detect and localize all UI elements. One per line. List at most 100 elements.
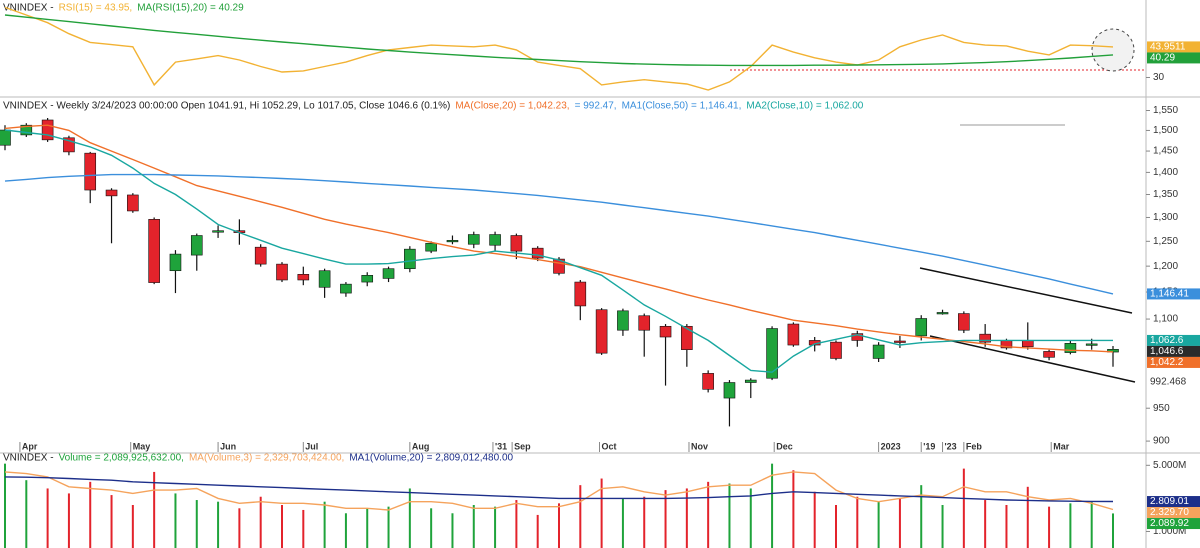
volume-bar xyxy=(600,478,603,548)
candle-body xyxy=(340,283,352,294)
candle-body xyxy=(595,309,608,354)
candle-body xyxy=(148,219,160,283)
x-tick-label: 2023 xyxy=(881,441,901,451)
candle-body xyxy=(361,275,374,283)
candle-body xyxy=(297,274,310,281)
volume-bar xyxy=(707,481,710,548)
candle-body xyxy=(553,258,565,274)
candle-body xyxy=(425,242,437,252)
volume-bar xyxy=(1069,503,1072,548)
volume-bar xyxy=(1005,505,1008,548)
x-tick-label: '23 xyxy=(945,441,957,451)
x-tick-label: Dec xyxy=(776,441,793,451)
candle-body xyxy=(382,268,395,279)
volume-bar xyxy=(984,500,987,548)
candle-body xyxy=(894,340,906,343)
price-tag: 40.29 xyxy=(1150,53,1175,64)
series-line xyxy=(4,6,1114,91)
candle-body xyxy=(84,152,97,191)
price-tag-box xyxy=(1147,334,1200,346)
volume-bar xyxy=(195,500,198,548)
candle-body xyxy=(638,315,651,331)
candle-body xyxy=(105,189,118,197)
candle-body xyxy=(681,325,693,350)
candle-body xyxy=(489,234,501,246)
y-tick-label: 5.000M xyxy=(1153,460,1186,471)
volume-bar xyxy=(515,500,518,548)
volume-bar xyxy=(621,498,624,548)
volume-bar xyxy=(749,488,752,548)
y-tick-label: 1,250 xyxy=(1153,236,1178,247)
candle-body xyxy=(872,344,885,359)
volume-bar xyxy=(558,503,560,548)
volume-bar xyxy=(451,513,454,548)
candle-body xyxy=(744,379,757,383)
candle-body xyxy=(467,234,480,245)
candle-body xyxy=(276,263,288,281)
candle-body xyxy=(531,247,544,259)
volume-bar xyxy=(685,488,688,548)
volume-bar xyxy=(771,463,774,548)
price-tag-box xyxy=(1147,507,1200,519)
volume-bar xyxy=(1090,501,1093,548)
volume-bar xyxy=(494,506,497,548)
candle-body xyxy=(787,323,800,346)
candle-body xyxy=(1043,351,1055,358)
volume-bar xyxy=(387,506,390,548)
candle-body xyxy=(915,318,928,337)
x-tick-label: Mar xyxy=(1053,441,1070,451)
volume-bar xyxy=(664,490,667,548)
legend-entry: MA(Volume,3) = 2,329,703,424.00, xyxy=(189,453,344,464)
volume-bar xyxy=(174,493,177,548)
legend-entry: = 992.47, xyxy=(575,101,617,112)
x-tick-label: Oct xyxy=(601,441,616,451)
candle-body xyxy=(63,137,75,153)
candle-body xyxy=(212,230,224,233)
volume-bar xyxy=(46,488,49,548)
y-tick-label: 900 xyxy=(1153,436,1170,447)
y-tick-label: 1,450 xyxy=(1153,146,1178,157)
x-tick-label: '19 xyxy=(923,441,935,451)
candle-body xyxy=(851,333,864,341)
volume-bar xyxy=(238,508,241,548)
series-line xyxy=(4,173,1114,295)
volume-bar xyxy=(408,488,411,548)
volume-bar xyxy=(25,480,28,548)
y-tick-label: 1,550 xyxy=(1153,105,1178,116)
legend-entry: MA1(Volume,20) = 2,809,012,480.00 xyxy=(349,453,513,464)
x-tick-label: Nov xyxy=(691,441,708,451)
y-tick-label: 30 xyxy=(1153,72,1165,83)
candle-body xyxy=(510,235,523,252)
price-tag-box xyxy=(1147,345,1200,357)
candle-body xyxy=(318,270,331,288)
legend-entry: MA(Close,20) = 1,042.23, xyxy=(455,101,569,112)
y-tick-label: 1,100 xyxy=(1153,314,1178,325)
price-tag-box xyxy=(1147,496,1200,508)
candle-body xyxy=(1107,349,1119,353)
legend-entry: Volume = 2,089,925,632.00, xyxy=(59,453,184,464)
y-tick-label: 1,200 xyxy=(1153,261,1178,272)
candle-body xyxy=(659,325,672,338)
candle-body xyxy=(936,312,949,315)
x-tick-label: Sep xyxy=(514,441,531,451)
candle-body xyxy=(1085,343,1098,346)
volume-bar xyxy=(1048,506,1051,548)
legend-entry: MA2(Close,10) = 1,062.00 xyxy=(746,101,863,112)
price-tag-box xyxy=(1147,288,1200,300)
x-tick-label: Apr xyxy=(22,441,38,451)
candle-body xyxy=(190,235,203,256)
volume-bar xyxy=(920,485,923,548)
y-tick-label: 1,350 xyxy=(1153,189,1178,200)
volume-bar xyxy=(323,501,326,548)
candle-body xyxy=(254,246,267,265)
volume-bar xyxy=(877,501,880,548)
volume-bar xyxy=(643,496,646,548)
legend-entry: MA(RSI(15),20) = 40.29 xyxy=(137,3,244,14)
candle-body xyxy=(702,373,714,390)
candle-body xyxy=(574,281,587,307)
price-tag: 1,046.6 xyxy=(1150,346,1184,357)
candle-body xyxy=(404,248,416,269)
legend-entry: RSI(15) = 43.95, xyxy=(59,3,133,14)
price-tag: 1,042.2 xyxy=(1150,357,1184,368)
